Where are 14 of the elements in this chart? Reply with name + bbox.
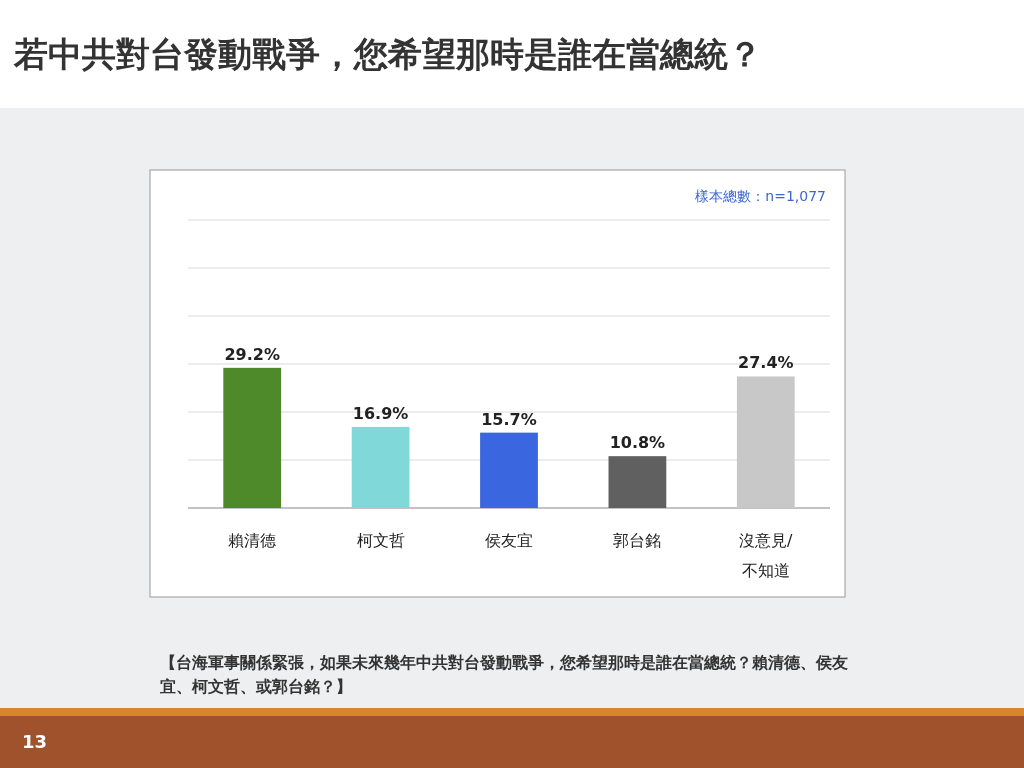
x-tick-label: 郭台銘 — [613, 531, 662, 550]
text: 13 — [22, 731, 48, 752]
data-label: 27.4% — [738, 353, 794, 373]
x-tick-label: 侯友宜 — [485, 531, 533, 550]
chart-title: 若中共對台發動戰爭，您希望那時是誰在當總統？ — [13, 34, 762, 74]
data-label: 15.7% — [481, 409, 537, 429]
text: 樣本總數：n=1,077 — [695, 188, 826, 204]
x-tick-label: 沒意見/不知道 — [739, 531, 794, 580]
x-tick-label: 賴清德 — [228, 531, 277, 550]
data-label: 16.9% — [352, 403, 409, 423]
x-tick-label: 柯文哲 — [356, 531, 405, 550]
data-label: 29.2% — [224, 344, 280, 364]
text: 【台海軍事關係緊張，如果未來幾年中共對台發動戰爭，您希望那時是誰在當總統？賴清德、侯友宜、柯文哲、或郭台銘？】 — [160, 653, 848, 696]
data-label: 10.8% — [609, 433, 666, 453]
